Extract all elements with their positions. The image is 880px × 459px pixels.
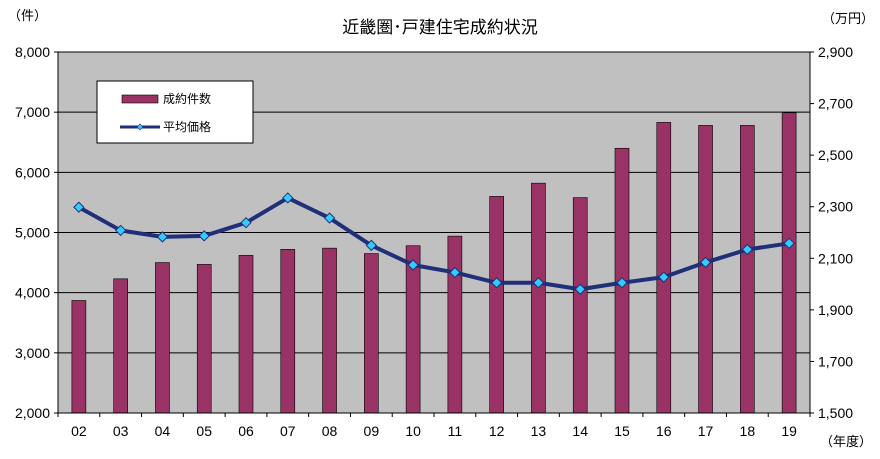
line-point — [407, 259, 419, 271]
bar — [740, 125, 755, 414]
left-tick-label: 8,000 — [15, 44, 50, 60]
x-tick-label: 10 — [405, 423, 421, 439]
bar — [572, 197, 588, 414]
line-point — [114, 224, 127, 237]
legend-bar-swatch — [121, 94, 159, 104]
x-tick-label: 07 — [280, 423, 296, 439]
x-tick-label: 09 — [364, 423, 380, 439]
x-tick-label: 06 — [238, 423, 254, 439]
x-axis-unit: （年度） — [820, 434, 872, 450]
x-tick-label: 14 — [572, 423, 588, 439]
line-series — [73, 192, 795, 295]
right-tick-label: 1,500 — [818, 405, 853, 421]
bar — [364, 253, 379, 414]
right-axis-unit: （万円） — [822, 12, 874, 27]
legend: 成約件数 平均価格 — [96, 80, 254, 144]
x-tick-label: 13 — [531, 423, 547, 439]
left-tick-label: 4,000 — [15, 285, 50, 301]
x-tick-label: 02 — [71, 423, 87, 439]
bar — [656, 122, 672, 414]
x-tick-label: 12 — [489, 423, 505, 439]
right-tick-label: 2,500 — [818, 147, 853, 163]
right-tick-label: 1,700 — [818, 353, 853, 369]
x-tick-label: 08 — [322, 423, 338, 439]
line-point — [198, 230, 210, 242]
bar — [531, 182, 546, 414]
right-tick-label: 2,300 — [818, 199, 853, 215]
gridlines — [58, 51, 810, 354]
line-point — [783, 237, 795, 250]
line-point — [658, 271, 670, 283]
right-tick-label: 2,700 — [818, 96, 853, 112]
left-tick-label: 3,000 — [15, 345, 50, 361]
x-tick-label: 03 — [113, 423, 129, 439]
bar — [322, 247, 337, 414]
legend-box — [96, 80, 254, 144]
left-tick-label: 2,000 — [15, 405, 50, 421]
right-tick-label: 2,100 — [818, 250, 853, 266]
bar-series — [71, 112, 797, 414]
line-point — [449, 266, 461, 279]
line-point — [282, 192, 294, 204]
left-tick-label: 5,000 — [15, 225, 50, 241]
left-tick-label: 6,000 — [15, 164, 50, 180]
legend-marker-swatch — [136, 123, 144, 131]
line-point — [73, 201, 85, 213]
bar — [405, 245, 421, 414]
x-tick-label: 04 — [155, 423, 171, 439]
line-point — [240, 216, 252, 229]
line-point — [741, 243, 754, 256]
x-tick-label: 05 — [196, 423, 212, 439]
bar — [781, 112, 797, 414]
line-point — [156, 231, 169, 243]
price-line — [77, 195, 790, 292]
x-tick-label: 16 — [656, 423, 672, 439]
line-point — [616, 277, 628, 289]
left-axis-ticks: 2,000 3,000 4,000 5,000 6,000 7,000 8,000 — [15, 44, 58, 421]
bar — [238, 255, 254, 414]
line-point — [574, 283, 586, 295]
right-tick-label: 2,900 — [818, 44, 853, 60]
right-axis-ticks: 1,500 1,700 1,900 2,100 2,300 2,500 2,700 2,900 — [810, 44, 853, 421]
bar — [196, 264, 212, 414]
bar — [71, 300, 87, 414]
line-point — [365, 239, 378, 252]
line-point — [490, 277, 503, 289]
bar — [155, 262, 170, 414]
x-tick-label: 15 — [614, 423, 630, 439]
left-axis-unit: （件） — [8, 9, 47, 24]
x-tick-label: 19 — [781, 423, 797, 439]
bar — [698, 125, 713, 414]
line-point — [699, 256, 712, 269]
legend-label-price: 平均価格 — [163, 119, 211, 134]
line-point — [323, 212, 336, 224]
bar — [489, 196, 504, 414]
x-tick-label: 18 — [740, 423, 756, 439]
bar — [447, 235, 463, 414]
x-tick-label: 11 — [448, 423, 463, 439]
x-tick-label: 17 — [698, 423, 714, 439]
line-point — [532, 277, 545, 289]
bar — [113, 278, 128, 414]
chart-title: 近畿圏･戸建住宅成約状況 — [342, 18, 538, 38]
left-tick-label: 7,000 — [15, 104, 50, 120]
right-tick-label: 1,900 — [818, 302, 853, 318]
x-axis-ticks: 02 03 04 05 06 07 08 09 10 11 12 13 14 15 16 17 18 19 — [57, 413, 811, 439]
legend-label-count: 成約件数 — [163, 91, 211, 106]
bar — [280, 249, 296, 414]
